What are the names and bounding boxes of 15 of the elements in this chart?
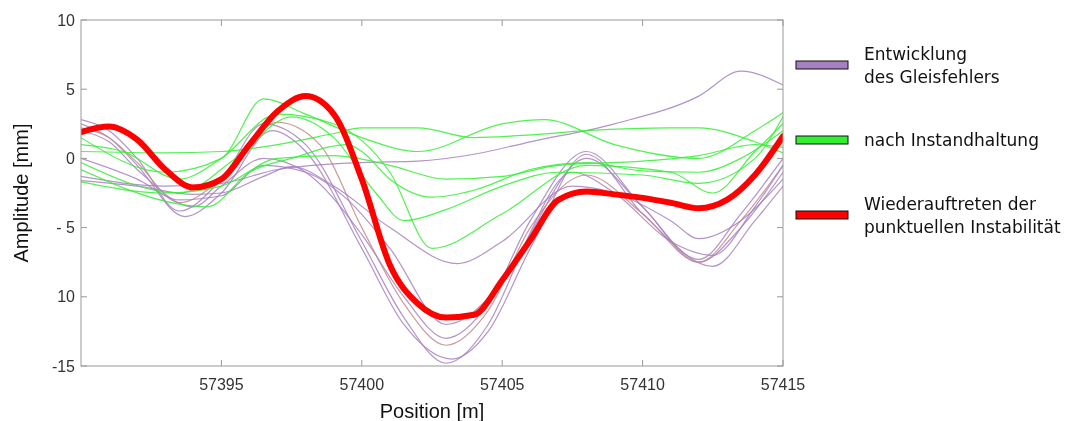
x-tick-label: 57415 [760, 376, 806, 393]
y-tick-label: - 5 [56, 219, 76, 237]
x-tick-label: 57410 [620, 376, 665, 393]
y-tick-label: 10 [57, 11, 76, 29]
legend-label: Entwicklung des Gleisfehlers [864, 43, 1000, 87]
legend-label: nach Instandhaltung [864, 129, 1039, 150]
y-tick-label: -15 [51, 357, 76, 375]
x-tick-label: 57405 [479, 376, 525, 393]
x-tick-label: 57395 [199, 376, 244, 393]
y-tick-label: 5 [66, 80, 76, 98]
y-tick-label: 10 [57, 288, 76, 306]
y-axis-title: Amplitude [mm] [10, 123, 32, 263]
x-tick-label: 57400 [339, 376, 385, 393]
y-tick-label: 0 [66, 150, 76, 167]
legend-label: Wiederauftreten der punktuellen Instabilität [864, 193, 1061, 237]
